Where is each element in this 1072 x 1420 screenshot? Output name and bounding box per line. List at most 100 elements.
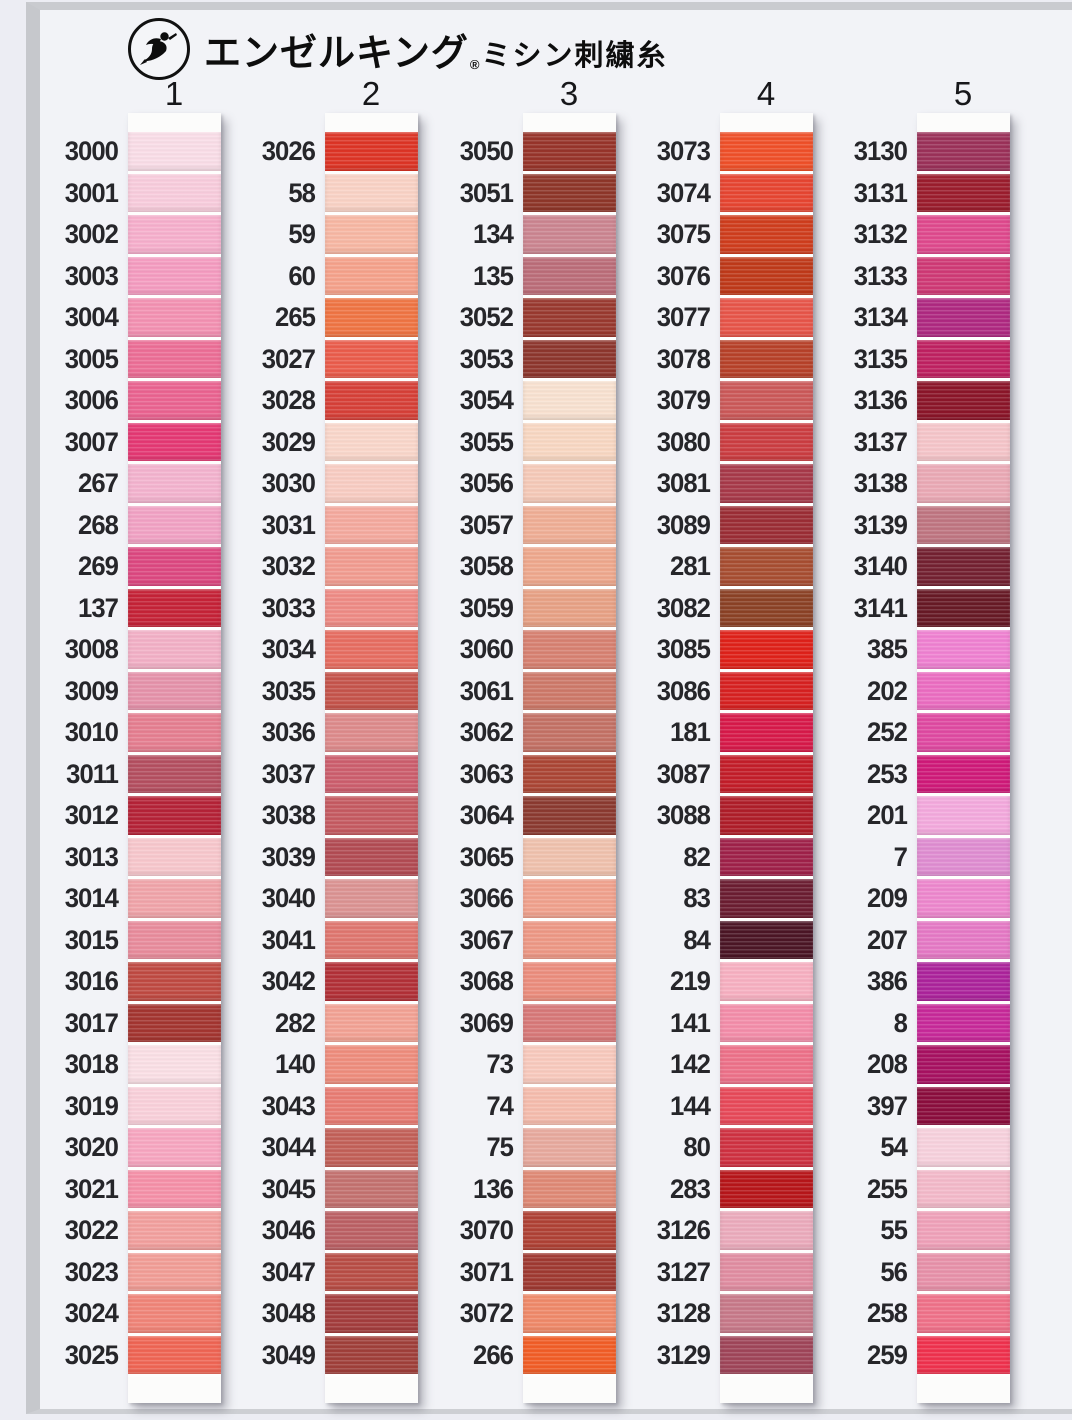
- thread-row: 3034: [262, 630, 418, 669]
- thread-code-label: 3068: [459, 966, 514, 996]
- thread-swatch: [917, 173, 1010, 212]
- thread-row: 3072: [460, 1294, 616, 1333]
- thread-swatch: [917, 1086, 1010, 1125]
- thread-swatch: [523, 671, 616, 710]
- thread-row: 3132: [854, 215, 1010, 254]
- thread-swatch: [917, 132, 1010, 171]
- thread-row: 3131: [854, 173, 1010, 212]
- thread-row: 3064: [460, 796, 616, 835]
- thread-code-label: 3080: [656, 426, 711, 457]
- thread-row: 3056: [460, 464, 616, 503]
- thread-code-label: 219: [670, 966, 711, 996]
- thread-swatch: [917, 1003, 1010, 1042]
- thread-row: 82: [683, 837, 813, 876]
- thread-row: 137: [78, 588, 221, 627]
- thread-row: 3070: [460, 1211, 616, 1250]
- thread-swatch: [325, 837, 418, 876]
- thread-swatch: [917, 920, 1010, 959]
- thread-code-label: 3074: [656, 177, 711, 208]
- thread-code-label: 3137: [853, 426, 908, 457]
- thread-row: 3139: [854, 505, 1010, 544]
- thread-code-label: 202: [867, 675, 908, 706]
- card-top-edge: [128, 113, 221, 132]
- thread-swatch: [128, 422, 221, 461]
- thread-code-label: 3003: [64, 260, 119, 291]
- thread-code-label: 3076: [656, 260, 711, 291]
- thread-row: 3137: [854, 422, 1010, 461]
- thread-swatch: [720, 298, 813, 337]
- thread-code-label: 268: [78, 509, 119, 540]
- thread-swatch: [128, 962, 221, 1001]
- thread-code-label: 3008: [64, 634, 119, 664]
- thread-swatch: [917, 713, 1010, 752]
- thread-swatch: [917, 837, 1010, 876]
- thread-swatch: [523, 339, 616, 378]
- thread-code-label: 75: [486, 1132, 514, 1162]
- card-top-edge: [523, 113, 616, 132]
- thread-code-label: 141: [670, 1007, 711, 1038]
- thread-code-label: 82: [683, 841, 711, 872]
- thread-code-label: 3079: [656, 385, 711, 415]
- thread-swatch: [523, 1252, 616, 1291]
- thread-swatch: [325, 298, 418, 337]
- thread-swatch: [917, 464, 1010, 503]
- thread-row: 135: [473, 256, 616, 295]
- thread-swatch: [720, 837, 813, 876]
- thread-code-label: 3028: [261, 385, 316, 415]
- column-number: 2: [361, 75, 382, 112]
- thread-code-label: 3131: [853, 177, 908, 208]
- thread-row: 3035: [262, 671, 418, 710]
- thread-swatch: [523, 464, 616, 503]
- thread-column-1: 1 3000 3001 3002 3003 3004 3005 3006 3007 267 268 2…: [65, 75, 221, 1403]
- thread-row: 181: [670, 713, 813, 752]
- thread-code-label: 3048: [261, 1298, 316, 1328]
- thread-code-label: 3067: [459, 924, 514, 955]
- thread-swatch: [720, 381, 813, 420]
- thread-row: 3036: [262, 713, 418, 752]
- thread-row: 142: [670, 1045, 813, 1084]
- thread-swatch: [325, 1003, 418, 1042]
- thread-row: 3010: [65, 713, 221, 752]
- thread-code-label: 3127: [656, 1256, 711, 1287]
- thread-code-label: 3007: [64, 426, 119, 457]
- thread-code-label: 3040: [261, 883, 316, 913]
- thread-code-label: 83: [683, 883, 711, 913]
- thread-swatch: [720, 215, 813, 254]
- thread-code-label: 3043: [261, 1090, 316, 1121]
- thread-row: 3011: [66, 754, 221, 793]
- thread-row: 201: [867, 796, 1010, 835]
- thread-code-label: 3055: [459, 426, 514, 457]
- thread-swatch: [523, 173, 616, 212]
- thread-swatch: [917, 879, 1010, 918]
- thread-row: 134: [473, 215, 616, 254]
- thread-code-label: 3030: [261, 468, 316, 498]
- thread-code-label: 3024: [64, 1298, 119, 1328]
- thread-swatch: [720, 1294, 813, 1333]
- thread-code-label: 7: [893, 841, 908, 872]
- thread-row: 3052: [460, 298, 616, 337]
- thread-code-label: 207: [867, 924, 908, 955]
- thread-row: 3057: [460, 505, 616, 544]
- thread-code-label: 258: [867, 1298, 908, 1328]
- thread-swatch: [128, 588, 221, 627]
- thread-swatch: [128, 381, 221, 420]
- thread-row: 3004: [65, 298, 221, 337]
- thread-code-label: 3029: [261, 426, 316, 457]
- thread-code-label: 3038: [261, 800, 316, 830]
- thread-swatch: [917, 339, 1010, 378]
- thread-code-label: 3077: [656, 302, 711, 332]
- thread-code-label: 283: [670, 1173, 711, 1204]
- thread-swatch: [523, 588, 616, 627]
- thread-swatch: [720, 796, 813, 835]
- thread-row: 3050: [460, 132, 616, 171]
- thread-row: 56: [880, 1252, 1010, 1291]
- thread-row: 3054: [460, 381, 616, 420]
- thread-code-label: 3073: [656, 136, 711, 166]
- brand-name: エンゼルキング: [204, 31, 469, 74]
- thread-row: 3066: [460, 879, 616, 918]
- thread-row: 3135: [854, 339, 1010, 378]
- thread-row: 3086: [657, 671, 813, 710]
- thread-swatch: [325, 505, 418, 544]
- thread-swatch: [325, 796, 418, 835]
- thread-swatch: [523, 630, 616, 669]
